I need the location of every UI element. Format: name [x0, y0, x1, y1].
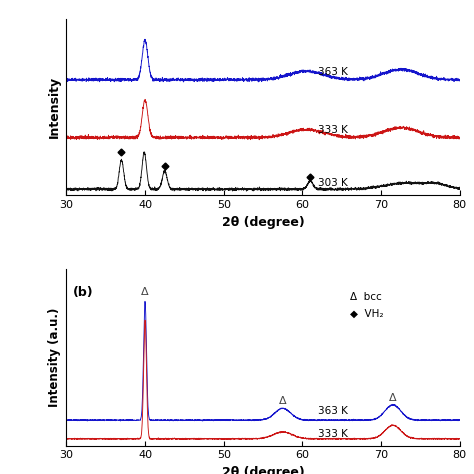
Text: 363 K: 363 K	[318, 406, 348, 416]
Text: (b): (b)	[73, 286, 93, 300]
Text: 333 K: 333 K	[318, 125, 348, 135]
Text: Δ: Δ	[141, 287, 149, 297]
Text: 333 K: 333 K	[318, 429, 348, 439]
Y-axis label: Intensity: Intensity	[48, 76, 61, 138]
Text: Δ: Δ	[389, 393, 397, 403]
Text: 363 K: 363 K	[318, 67, 348, 77]
Text: ◆  VH₂: ◆ VH₂	[350, 309, 383, 319]
Text: 303 K: 303 K	[318, 178, 348, 188]
Text: Δ: Δ	[279, 396, 287, 406]
Text: Δ  bcc: Δ bcc	[350, 292, 382, 302]
Y-axis label: Intensity (a.u.): Intensity (a.u.)	[48, 308, 61, 407]
X-axis label: 2θ (degree): 2θ (degree)	[222, 466, 304, 474]
X-axis label: 2θ (degree): 2θ (degree)	[222, 216, 304, 228]
